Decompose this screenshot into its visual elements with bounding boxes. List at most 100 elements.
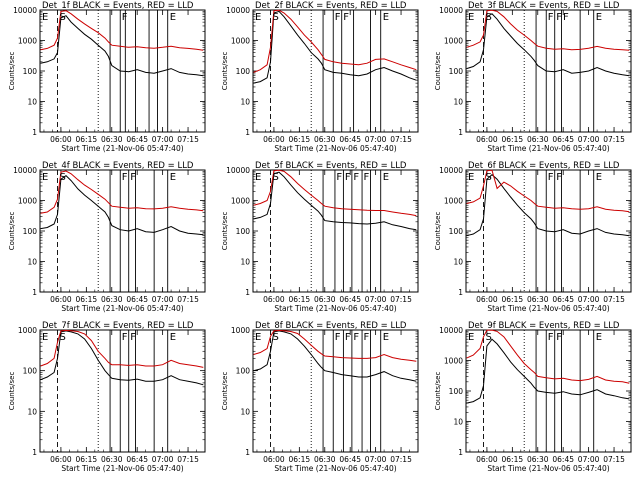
series-line-lld: [40, 170, 204, 214]
x-tick-label: 07:00: [152, 295, 174, 304]
x-tick-label: 06:00: [50, 295, 72, 304]
y-tick-label: 1: [32, 128, 37, 137]
event-marker-label: E: [596, 172, 602, 183]
y-tick-label: 1000: [231, 37, 250, 46]
x-tick-label: 06:00: [476, 455, 498, 464]
event-marker-label: F: [130, 332, 136, 343]
event-marker-label: F: [122, 12, 128, 23]
x-tick-label: 06:45: [552, 295, 574, 304]
x-tick-label: 06:00: [50, 135, 72, 144]
y-axis-label: Counts/sec: [434, 212, 442, 251]
event-marker-label: S: [60, 12, 66, 23]
series-line-lld: [40, 10, 204, 51]
event-marker-label: E: [42, 172, 48, 183]
x-tick-label: 06:30: [314, 455, 336, 464]
x-tick-label: 07:15: [390, 295, 412, 304]
y-tick-label: 1: [458, 448, 463, 457]
event-marker-label: E: [255, 12, 261, 23]
x-tick-label: 07:15: [603, 135, 625, 144]
y-tick-label: 100: [23, 227, 38, 236]
event-marker-label: S: [486, 12, 492, 23]
x-tick-label: 06:15: [502, 455, 524, 464]
x-tick-label: 06:30: [527, 135, 549, 144]
x-tick-label: 06:45: [339, 455, 361, 464]
event-marker-label: E: [383, 172, 389, 183]
panel-title: Det_6f BLACK = Events, RED = LLD: [468, 161, 620, 171]
y-tick-label: 1000: [231, 326, 250, 335]
panel-title: Det_3f BLACK = Events, RED = LLD: [468, 1, 620, 11]
event-marker-label: S: [486, 172, 492, 183]
y-tick-label: 10: [453, 98, 463, 107]
y-axis-label: Counts/sec: [434, 52, 442, 91]
event-marker-label: F: [122, 172, 128, 183]
event-marker-label: E: [42, 12, 48, 23]
y-tick-label: 1: [458, 288, 463, 297]
y-tick-label: 1: [245, 128, 250, 137]
y-axis-label: Counts/sec: [221, 52, 229, 91]
x-tick-label: 07:15: [390, 135, 412, 144]
y-axis-label: Counts/sec: [8, 52, 16, 91]
event-marker-label: F: [335, 12, 341, 23]
series-line-events: [253, 330, 417, 382]
x-axis-label: Start Time (21-Nov-06 05:47:40): [274, 304, 396, 313]
x-tick-label: 06:45: [126, 135, 148, 144]
y-tick-label: 1: [245, 288, 250, 297]
event-marker-label: E: [383, 12, 389, 23]
series-line-lld: [466, 9, 630, 51]
plot-frame: [252, 329, 419, 453]
x-axis-label: Start Time (21-Nov-06 05:47:40): [274, 464, 396, 473]
plot-frame: [39, 329, 206, 453]
series-line-lld: [466, 329, 630, 384]
x-tick-label: 06:30: [314, 135, 336, 144]
panel-6: Det_6f BLACK = Events, RED = LLD 1 10 100 10…: [434, 161, 632, 313]
x-tick-label: 07:00: [578, 295, 600, 304]
panel-7: Det_7f BLACK = Events, RED = LLD 1 10 100 10…: [8, 321, 206, 473]
y-tick-label: 100: [23, 67, 38, 76]
y-tick-label: 10: [27, 407, 37, 416]
event-marker-label: F: [556, 332, 562, 343]
event-marker-label: S: [273, 12, 279, 23]
event-marker-label: E: [596, 332, 602, 343]
x-tick-label: 06:00: [263, 135, 285, 144]
event-marker-label: S: [486, 332, 492, 343]
x-axis-label: Start Time (21-Nov-06 05:47:40): [61, 304, 183, 313]
series-line-lld: [40, 329, 204, 368]
x-axis-label: Start Time (21-Nov-06 05:47:40): [61, 464, 183, 473]
plot-frame: [252, 169, 419, 293]
panel-title: Det_9f BLACK = Events, RED = LLD: [468, 321, 620, 331]
plot-frame: [465, 329, 632, 453]
x-tick-label: 07:15: [603, 295, 625, 304]
event-marker-label: E: [383, 332, 389, 343]
series-line-events: [466, 338, 630, 404]
x-tick-label: 06:45: [339, 135, 361, 144]
x-tick-label: 07:15: [603, 455, 625, 464]
panel-2: Det_2f BLACK = Events, RED = LLD 1 10 100 10…: [221, 1, 419, 153]
x-tick-label: 06:15: [502, 135, 524, 144]
y-tick-label: 10000: [13, 6, 37, 15]
x-tick-label: 06:15: [76, 455, 98, 464]
series-line-events: [40, 175, 204, 236]
x-tick-label: 06:00: [476, 295, 498, 304]
y-tick-label: 100: [236, 227, 251, 236]
x-axis-label: Start Time (21-Nov-06 05:47:40): [487, 144, 609, 153]
event-marker-label: F: [548, 332, 554, 343]
series-line-lld: [253, 9, 417, 73]
event-marker-label: S: [273, 172, 279, 183]
x-tick-label: 06:45: [552, 455, 574, 464]
y-tick-label: 1: [32, 448, 37, 457]
y-tick-label: 10: [240, 258, 250, 267]
x-tick-label: 06:15: [289, 135, 311, 144]
x-tick-label: 06:00: [50, 455, 72, 464]
panel-9: Det_9f BLACK = Events, RED = LLD 1 10 100 10…: [434, 321, 632, 473]
y-tick-label: 1: [245, 448, 250, 457]
y-tick-label: 10: [453, 418, 463, 427]
event-marker-label: E: [170, 332, 176, 343]
event-marker-label: E: [468, 172, 474, 183]
event-marker-label: E: [468, 12, 474, 23]
x-axis-label: Start Time (21-Nov-06 05:47:40): [61, 144, 183, 153]
x-tick-label: 07:15: [390, 455, 412, 464]
event-marker-label: E: [42, 332, 48, 343]
event-marker-label: S: [60, 172, 66, 183]
y-tick-label: 1000: [231, 197, 250, 206]
